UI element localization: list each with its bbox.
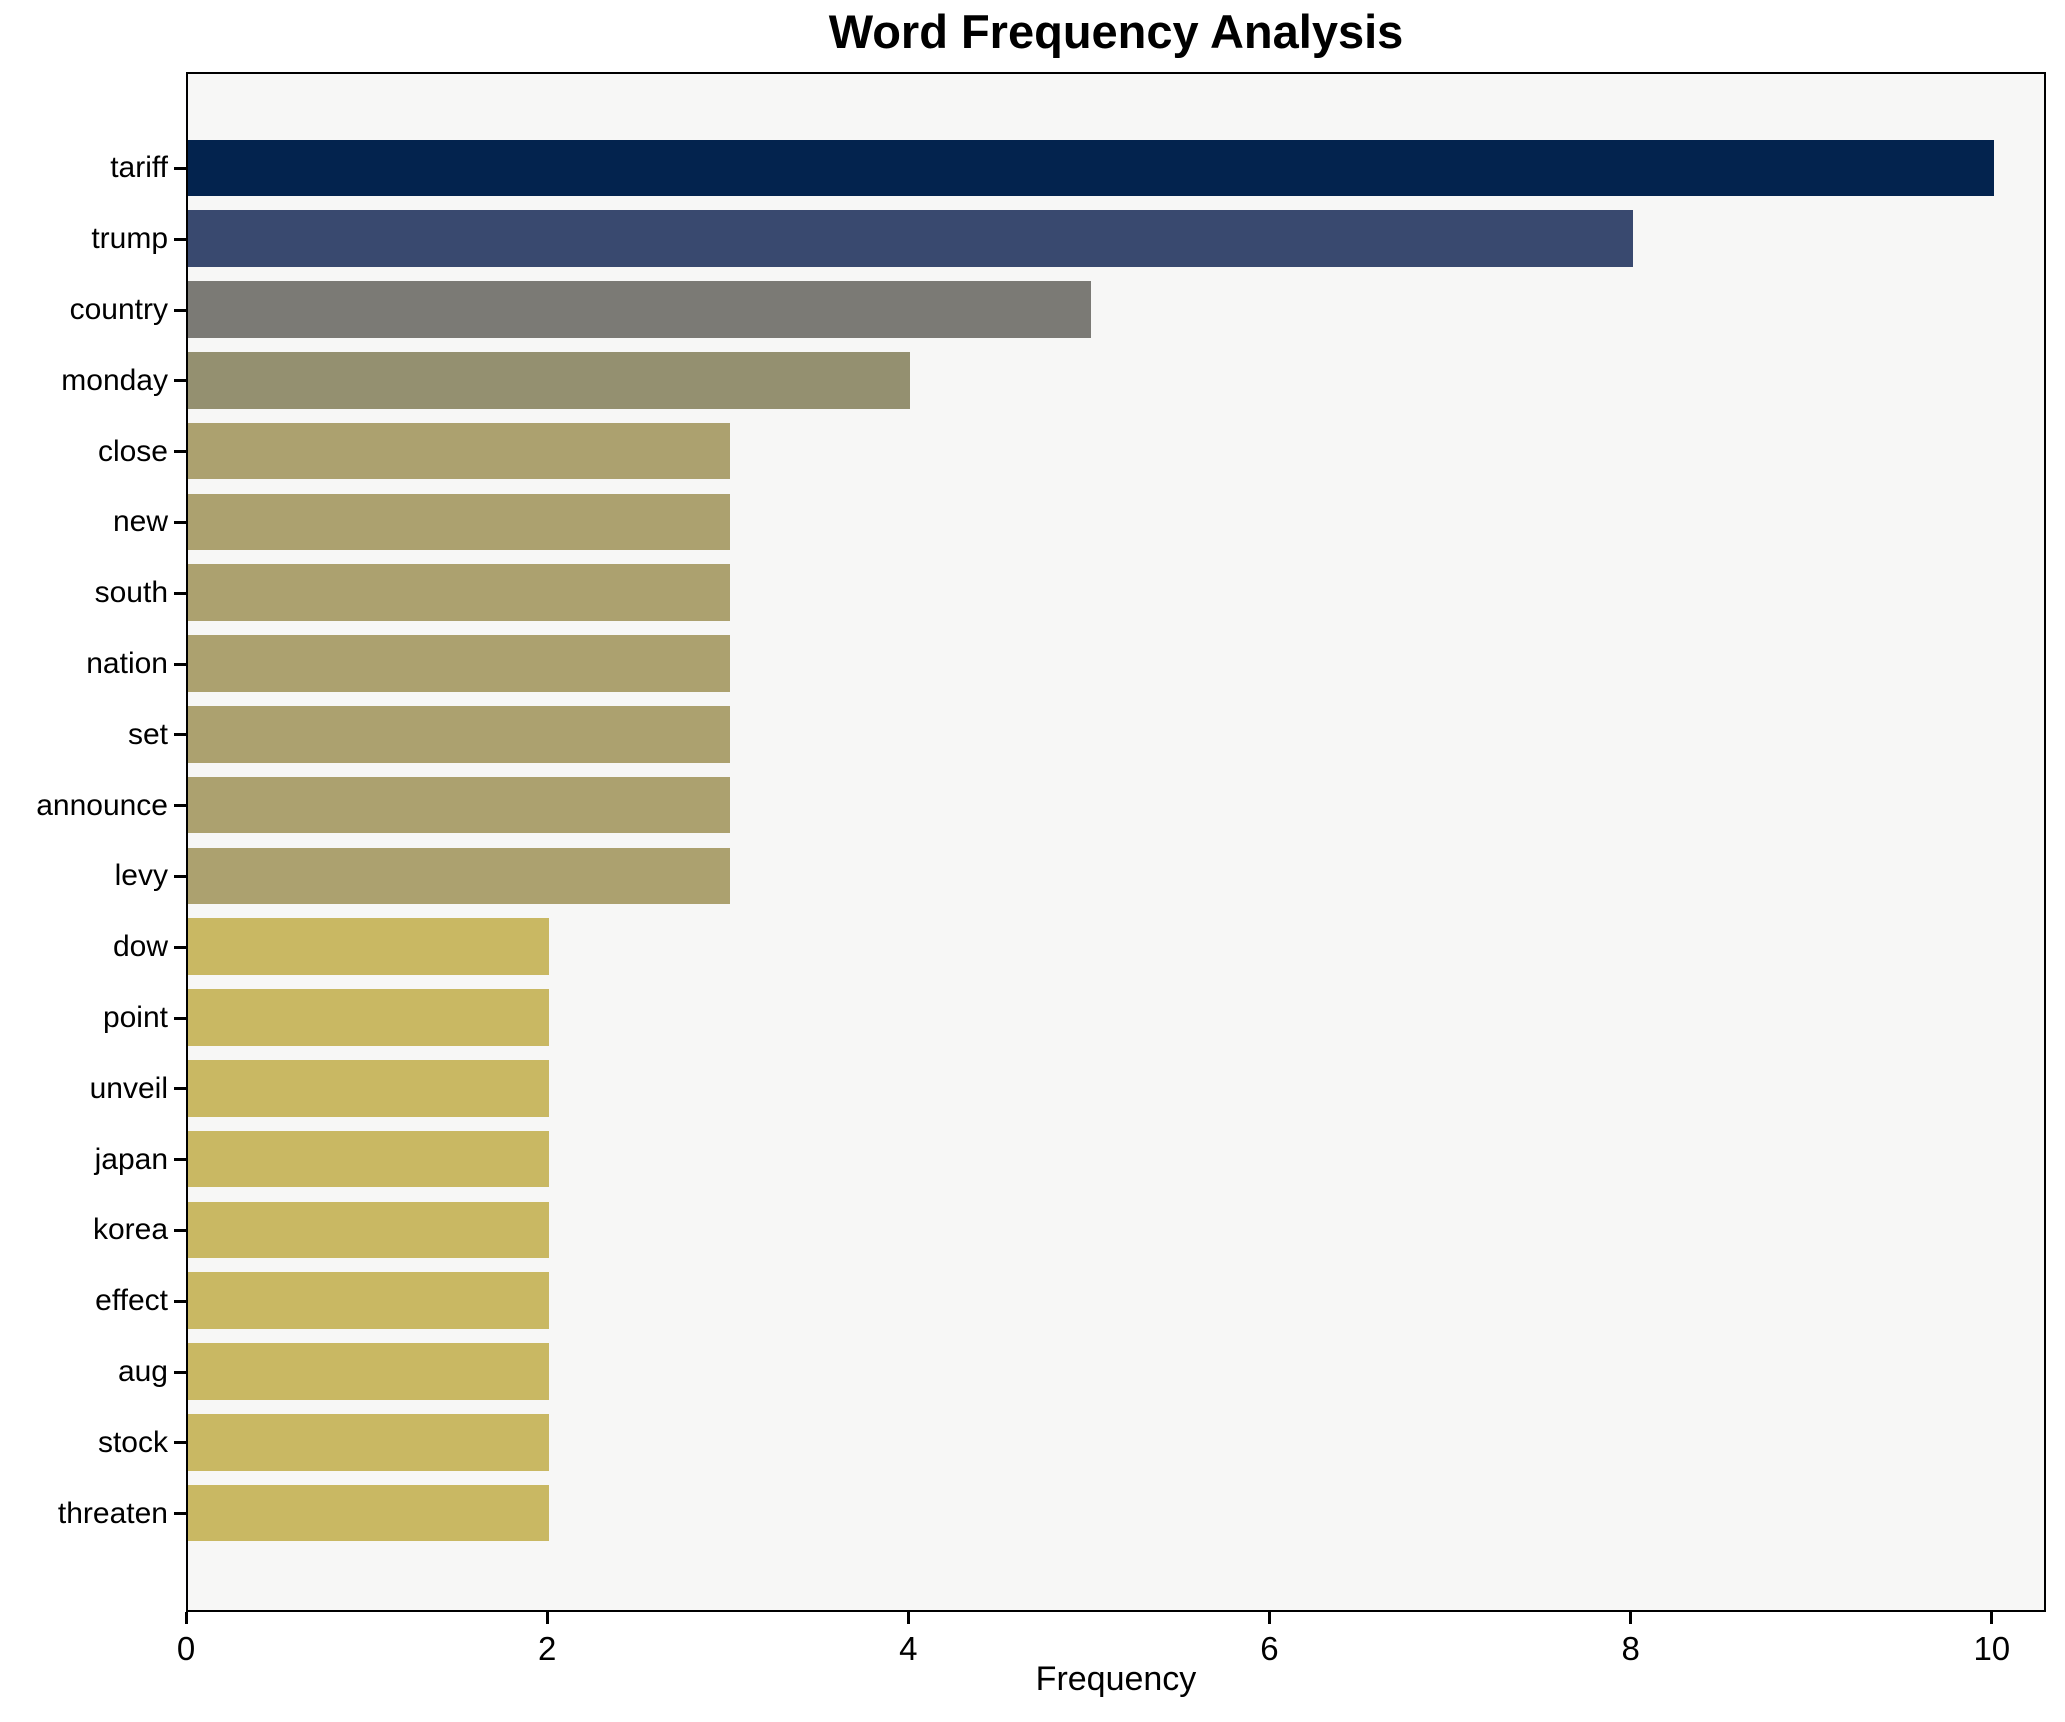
y-tick-label: new [112, 505, 168, 539]
y-tick-mark [174, 1370, 186, 1374]
y-tick-mark [174, 450, 186, 454]
y-tick-label: threaten [57, 1496, 168, 1530]
y-tick-mark [174, 1228, 186, 1232]
bar-korea [188, 1201, 550, 1259]
x-tick-mark [184, 1612, 188, 1624]
bar-monday [188, 351, 911, 409]
x-tick-label: 0 [176, 1630, 196, 1667]
bar-south [188, 564, 730, 621]
y-tick-label: dow [112, 930, 168, 964]
y-tick-mark [174, 1158, 186, 1162]
chart-title: Word Frequency Analysis [828, 5, 1404, 58]
bar-dow [188, 918, 550, 975]
bar-effect [188, 1272, 550, 1329]
bar-point [188, 989, 550, 1046]
y-tick-mark [174, 1441, 186, 1445]
y-tick-label: country [69, 293, 168, 326]
x-tick-mark [906, 1612, 910, 1624]
y-tick-label: announce [36, 788, 168, 822]
y-tick-label: korea [92, 1213, 168, 1247]
y-tick-mark [174, 733, 186, 737]
bar-trump [188, 210, 1633, 267]
x-tick-mark [1990, 1612, 1994, 1624]
bar-levy [188, 847, 730, 905]
x-tick-label: 6 [1260, 1630, 1279, 1667]
bar-japan [188, 1130, 550, 1188]
y-tick-label: south [94, 576, 168, 610]
y-tick-mark [174, 1512, 186, 1516]
y-tick-label: monday [61, 363, 168, 397]
x-tick-mark [1267, 1612, 1271, 1624]
x-tick-mark [1629, 1612, 1633, 1624]
y-tick-label: set [127, 717, 168, 751]
x-tick-mark [545, 1612, 549, 1624]
bar-aug [188, 1343, 550, 1400]
y-tick-mark [174, 874, 186, 878]
bar-new [188, 493, 730, 551]
y-tick-label: japan [94, 1142, 168, 1176]
x-tick-label: 8 [1621, 1630, 1640, 1667]
y-tick-mark [174, 308, 186, 312]
y-tick-mark [174, 166, 186, 170]
y-tick-label: stock [97, 1425, 168, 1459]
y-tick-label: close [97, 434, 168, 468]
bar-threaten [188, 1484, 550, 1542]
y-tick-mark [174, 804, 186, 808]
bar-tariff [188, 139, 1994, 197]
y-tick-label: effect [95, 1284, 168, 1318]
y-tick-label: aug [117, 1355, 168, 1388]
bar-set [188, 705, 730, 763]
bar-stock [188, 1413, 550, 1471]
bar-nation [188, 635, 730, 692]
y-tick-mark [174, 1016, 186, 1020]
bar-close [188, 422, 730, 480]
y-tick-label: nation [86, 647, 168, 680]
x-axis-label: Frequency [1035, 1660, 1197, 1698]
x-tick-label: 4 [899, 1630, 918, 1667]
y-tick-mark [174, 945, 186, 949]
y-tick-mark [174, 662, 186, 666]
y-tick-mark [174, 1087, 186, 1091]
plot-area [186, 72, 2046, 1612]
y-tick-label: tariff [110, 151, 168, 185]
bar-announce [188, 776, 730, 834]
bar-country [188, 281, 1091, 338]
y-tick-label: levy [114, 859, 168, 893]
y-tick-mark [174, 520, 186, 524]
y-tick-label: trump [91, 222, 168, 256]
y-tick-label: unveil [89, 1071, 168, 1105]
y-tick-mark [174, 237, 186, 241]
x-tick-label: 2 [537, 1630, 557, 1667]
y-tick-mark [174, 591, 186, 595]
y-tick-mark [174, 1299, 186, 1303]
y-tick-label: point [102, 1001, 168, 1034]
x-tick-label: 10 [1973, 1630, 2011, 1667]
y-tick-mark [174, 379, 186, 383]
bar-unveil [188, 1059, 550, 1117]
